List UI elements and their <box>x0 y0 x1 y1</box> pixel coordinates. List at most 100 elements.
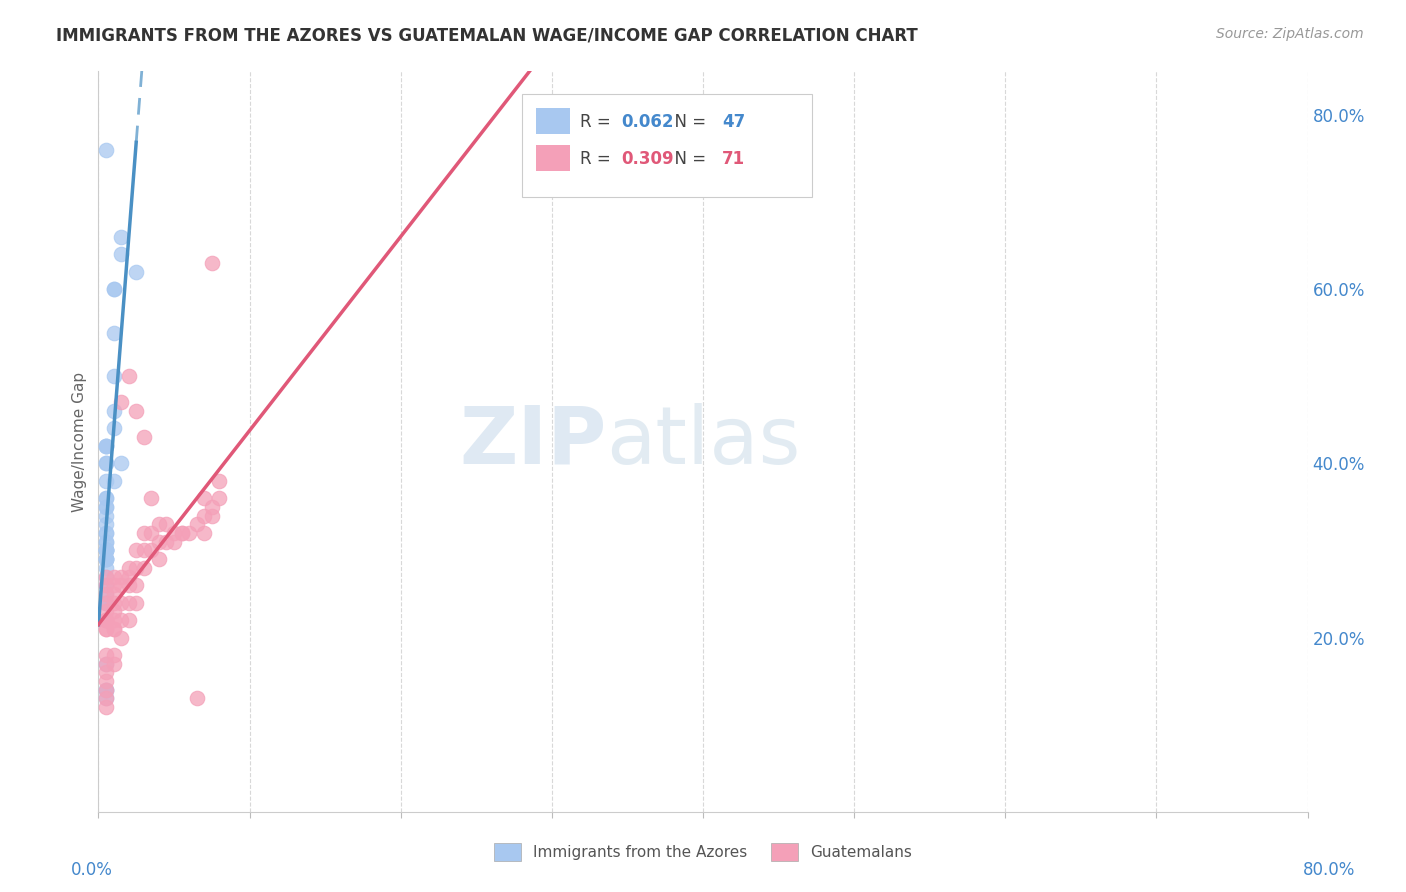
Point <box>103 578 125 592</box>
Text: 0.309: 0.309 <box>621 150 673 168</box>
Point <box>193 508 215 523</box>
Point <box>94 587 117 601</box>
Point <box>148 517 170 532</box>
Point <box>94 596 117 610</box>
Point <box>201 508 224 523</box>
Point <box>118 561 141 575</box>
Point <box>94 456 117 470</box>
Point <box>103 369 125 384</box>
Point <box>179 526 201 541</box>
Point <box>94 543 117 558</box>
FancyBboxPatch shape <box>536 109 569 135</box>
Point <box>141 526 163 541</box>
Point <box>163 526 186 541</box>
Point <box>186 517 208 532</box>
Point <box>94 526 117 541</box>
Point <box>155 534 177 549</box>
Point <box>125 265 148 279</box>
Point <box>148 552 170 566</box>
Text: ZIP: ZIP <box>458 402 606 481</box>
Point <box>94 474 117 488</box>
Text: atlas: atlas <box>606 402 800 481</box>
Point <box>110 631 132 645</box>
Point <box>94 648 117 662</box>
Point <box>94 682 117 697</box>
Point <box>94 552 117 566</box>
Point <box>103 282 125 296</box>
Text: R =: R = <box>579 112 616 131</box>
Text: 0.0%: 0.0% <box>70 861 112 879</box>
Point <box>94 674 117 689</box>
Point <box>94 491 117 505</box>
Point <box>110 395 132 409</box>
Point <box>193 491 215 505</box>
Point <box>94 613 117 627</box>
Point <box>94 657 117 671</box>
Text: IMMIGRANTS FROM THE AZORES VS GUATEMALAN WAGE/INCOME GAP CORRELATION CHART: IMMIGRANTS FROM THE AZORES VS GUATEMALAN… <box>56 27 918 45</box>
Point <box>132 543 155 558</box>
Point <box>118 569 141 583</box>
Point <box>94 569 117 583</box>
Point <box>94 578 117 592</box>
Point <box>94 439 117 453</box>
Point <box>94 613 117 627</box>
Point <box>132 430 155 444</box>
Point <box>118 596 141 610</box>
Point <box>94 534 117 549</box>
Point <box>94 604 117 618</box>
Point <box>103 404 125 418</box>
Y-axis label: Wage/Income Gap: Wage/Income Gap <box>72 371 87 512</box>
Point <box>103 648 125 662</box>
Point <box>94 613 117 627</box>
FancyBboxPatch shape <box>522 94 811 197</box>
Point <box>94 543 117 558</box>
Point <box>94 682 117 697</box>
Point <box>94 491 117 505</box>
FancyBboxPatch shape <box>536 145 569 171</box>
Point <box>94 552 117 566</box>
Point <box>94 500 117 514</box>
Point <box>94 596 117 610</box>
Point <box>110 578 132 592</box>
Point <box>110 230 132 244</box>
Point <box>125 578 148 592</box>
Point <box>94 622 117 636</box>
Point <box>94 596 117 610</box>
Point <box>118 578 141 592</box>
Point <box>118 369 141 384</box>
Text: 0.062: 0.062 <box>621 112 673 131</box>
Point <box>94 552 117 566</box>
Legend: Immigrants from the Azores, Guatemalans: Immigrants from the Azores, Guatemalans <box>488 838 918 867</box>
Text: 80.0%: 80.0% <box>1302 861 1355 879</box>
Point <box>94 543 117 558</box>
Point <box>125 596 148 610</box>
Point <box>94 691 117 706</box>
Point <box>94 657 117 671</box>
Point <box>103 421 125 435</box>
Point <box>94 534 117 549</box>
Point <box>94 578 117 592</box>
Point <box>103 587 125 601</box>
Point <box>201 256 224 270</box>
Point <box>94 700 117 714</box>
Point <box>94 561 117 575</box>
Point <box>208 474 231 488</box>
Point <box>110 247 132 261</box>
Point <box>103 604 125 618</box>
Text: 47: 47 <box>723 112 745 131</box>
Point <box>110 456 132 470</box>
Point <box>110 569 132 583</box>
Point <box>103 326 125 340</box>
Point <box>103 613 125 627</box>
Point <box>103 569 125 583</box>
Text: Source: ZipAtlas.com: Source: ZipAtlas.com <box>1216 27 1364 41</box>
Point <box>94 439 117 453</box>
Point <box>132 561 155 575</box>
Point <box>103 474 125 488</box>
Point <box>103 282 125 296</box>
Point <box>103 657 125 671</box>
Point <box>94 622 117 636</box>
Point <box>94 543 117 558</box>
Text: R =: R = <box>579 150 616 168</box>
Point <box>193 526 215 541</box>
